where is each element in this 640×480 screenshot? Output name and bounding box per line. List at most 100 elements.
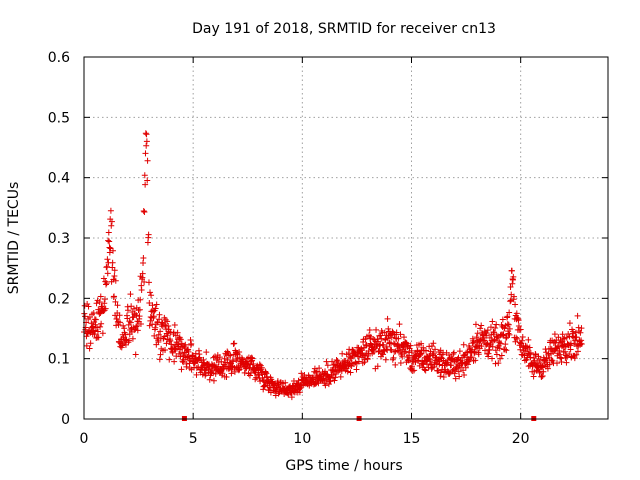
data-point	[462, 364, 469, 371]
data-point	[473, 334, 480, 341]
data-point	[223, 373, 230, 380]
data-point	[578, 340, 585, 347]
data-point	[93, 324, 100, 331]
data-point	[92, 316, 99, 323]
data-point	[478, 343, 485, 350]
data-point	[430, 350, 437, 357]
data-point	[101, 300, 108, 307]
data-point	[126, 337, 133, 344]
data-point	[145, 231, 152, 238]
data-point	[133, 323, 140, 330]
data-point	[489, 343, 496, 350]
data-point	[452, 375, 459, 382]
data-point	[132, 351, 139, 358]
data-point	[468, 354, 475, 361]
data-point	[127, 319, 134, 326]
x-tick-label: 10	[293, 431, 311, 447]
data-point	[421, 366, 428, 373]
data-point	[139, 270, 146, 277]
data-point	[329, 358, 336, 365]
data-point	[380, 351, 387, 358]
data-point	[331, 377, 338, 384]
data-point	[249, 355, 256, 362]
data-point	[573, 351, 580, 358]
data-point	[374, 363, 381, 370]
data-point	[126, 318, 133, 325]
data-point	[116, 319, 123, 326]
data-point	[90, 309, 97, 316]
data-point	[267, 384, 274, 391]
data-point	[160, 321, 167, 328]
data-point	[107, 207, 114, 214]
data-point	[559, 342, 566, 349]
data-point	[461, 371, 468, 378]
data-point	[489, 355, 496, 362]
data-point	[387, 346, 394, 353]
y-tick-label: 0.2	[48, 291, 70, 307]
data-point	[99, 330, 106, 337]
data-point	[162, 346, 169, 353]
data-point	[507, 297, 514, 304]
data-point	[164, 318, 171, 325]
data-point	[100, 275, 107, 282]
data-point	[203, 349, 210, 356]
data-point	[450, 349, 457, 356]
data-point	[150, 308, 157, 315]
data-point	[167, 337, 174, 344]
data-point	[241, 369, 248, 376]
data-point	[519, 334, 526, 341]
data-point	[477, 325, 484, 332]
data-point	[375, 338, 382, 345]
data-point	[162, 316, 169, 323]
data-point	[146, 300, 153, 307]
data-point	[546, 361, 553, 368]
data-point	[323, 358, 330, 365]
data-point	[408, 366, 415, 373]
data-point	[264, 373, 271, 380]
data-point	[344, 368, 351, 375]
x-tick-label: 0	[80, 431, 89, 447]
data-point	[258, 370, 265, 377]
data-point	[256, 361, 263, 368]
data-point	[103, 280, 110, 287]
data-point	[97, 293, 104, 300]
data-point	[502, 335, 509, 342]
data-point	[150, 313, 157, 320]
data-point	[218, 358, 225, 365]
data-point	[108, 218, 115, 225]
data-point	[182, 341, 189, 348]
data-point	[443, 360, 450, 367]
data-point	[519, 337, 526, 344]
data-point	[134, 327, 141, 334]
data-point	[157, 351, 164, 358]
data-point	[446, 351, 453, 358]
data-point	[219, 370, 226, 377]
data-point	[432, 346, 439, 353]
data-point	[554, 344, 561, 351]
data-point	[495, 360, 502, 367]
data-point	[332, 374, 339, 381]
data-point	[261, 383, 268, 390]
data-point	[487, 324, 494, 331]
data-point	[104, 256, 111, 263]
data-point	[147, 289, 154, 296]
data-point	[353, 366, 360, 373]
data-point	[141, 209, 148, 216]
data-point	[470, 339, 477, 346]
x-axis-title: GPS time / hours	[285, 458, 402, 474]
y-tick-label: 0.1	[48, 352, 70, 368]
data-point	[176, 350, 183, 357]
data-point	[298, 370, 305, 377]
data-point	[463, 349, 470, 356]
data-point	[94, 328, 101, 335]
data-point	[188, 340, 195, 347]
data-point	[505, 321, 512, 328]
data-point	[380, 342, 387, 349]
data-point	[513, 334, 520, 341]
data-point	[390, 354, 397, 361]
x-tick-label: 20	[512, 431, 530, 447]
data-point	[483, 332, 490, 339]
data-point	[493, 321, 500, 328]
data-point	[143, 138, 150, 145]
data-point	[563, 359, 570, 366]
